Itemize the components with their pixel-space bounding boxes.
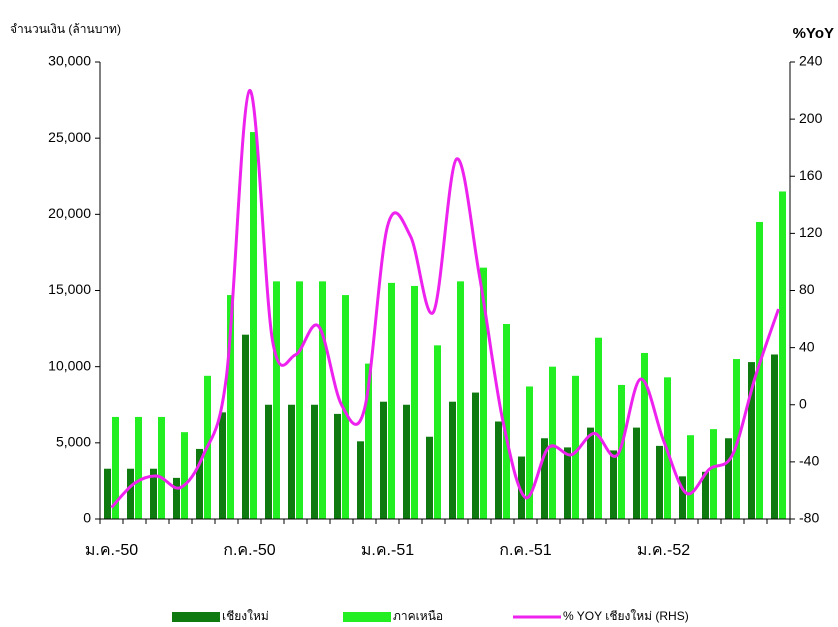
bar [702,471,709,519]
y-tick-label: 0 [83,510,91,526]
y2-axis-label: %YoY [793,25,834,42]
bar [572,375,579,519]
bar [549,366,556,519]
x-tick-label: ก.ค.-51 [499,542,552,559]
bar [526,386,533,519]
bar [388,282,395,519]
bar [242,334,249,519]
legend-swatch [172,612,220,622]
bar [296,281,303,519]
y-tick-label: 10,000 [48,357,91,373]
x-tick-label: ม.ค.-52 [637,542,690,559]
bar [158,416,165,519]
bar [219,412,226,519]
bar [357,441,364,519]
bar [480,267,487,519]
bar [342,295,349,519]
bar [756,221,763,519]
bar [403,404,410,519]
bar [679,476,686,519]
bar [587,427,594,519]
bar [457,281,464,519]
bar [196,448,203,519]
bar [656,445,663,519]
bar [733,359,740,519]
yoy-line [110,89,780,509]
bar [495,421,502,519]
bar [771,354,778,519]
bar [227,295,234,519]
legend-label: เชียงใหม่ [222,609,269,623]
y-tick-label: 25,000 [48,129,91,145]
bar [595,337,602,519]
y2-tick-label: 40 [799,338,815,354]
bar [449,401,456,519]
bar [150,468,157,519]
bar [725,438,732,519]
bar [411,285,418,519]
bar [541,438,548,519]
legend-label: % YOY เชียงใหม่ (RHS) [563,609,689,623]
bar [265,404,272,519]
bar [472,392,479,519]
y2-tick-label: 80 [799,281,815,297]
y2-tick-label: 0 [799,395,807,411]
bar [687,435,694,519]
y-tick-label: 20,000 [48,205,91,221]
bar [779,191,786,519]
y2-tick-label: 120 [799,224,823,240]
bar [365,363,372,519]
bar [610,450,617,519]
bar [633,427,640,519]
x-tick-label: ม.ค.-51 [361,542,414,559]
y2-tick-label: 160 [799,167,823,183]
bar [434,345,441,519]
bar [288,404,295,519]
y2-tick-label: -80 [799,510,819,526]
bar [135,416,142,519]
bar [503,324,510,519]
y2-tick-label: 240 [799,53,823,69]
bar [748,362,755,519]
bar [334,413,341,519]
bar [710,429,717,519]
legend-label: ภาคเหนือ [393,609,443,623]
y-tick-label: 5,000 [56,434,91,450]
bar [380,401,387,519]
y-tick-label: 15,000 [48,281,91,297]
bar [618,384,625,519]
bar [641,352,648,519]
bar [104,468,111,519]
bar [173,477,180,519]
y-tick-label: 30,000 [48,53,91,69]
y-axis-label: จำนวนเงิน (ล้านบาท) [10,22,121,36]
bar [319,281,326,519]
y2-tick-label: 200 [799,110,823,126]
y2-tick-label: -40 [799,453,819,469]
bar [250,132,257,519]
bar [518,456,525,519]
bar [273,281,280,519]
bar [564,447,571,519]
legend-swatch [343,612,391,622]
bar [311,404,318,519]
bar [112,416,119,519]
x-tick-label: ม.ค.-50 [85,542,138,559]
bar [127,468,134,519]
x-tick-label: ก.ค.-50 [223,542,276,559]
bar [181,432,188,519]
bar [426,436,433,519]
